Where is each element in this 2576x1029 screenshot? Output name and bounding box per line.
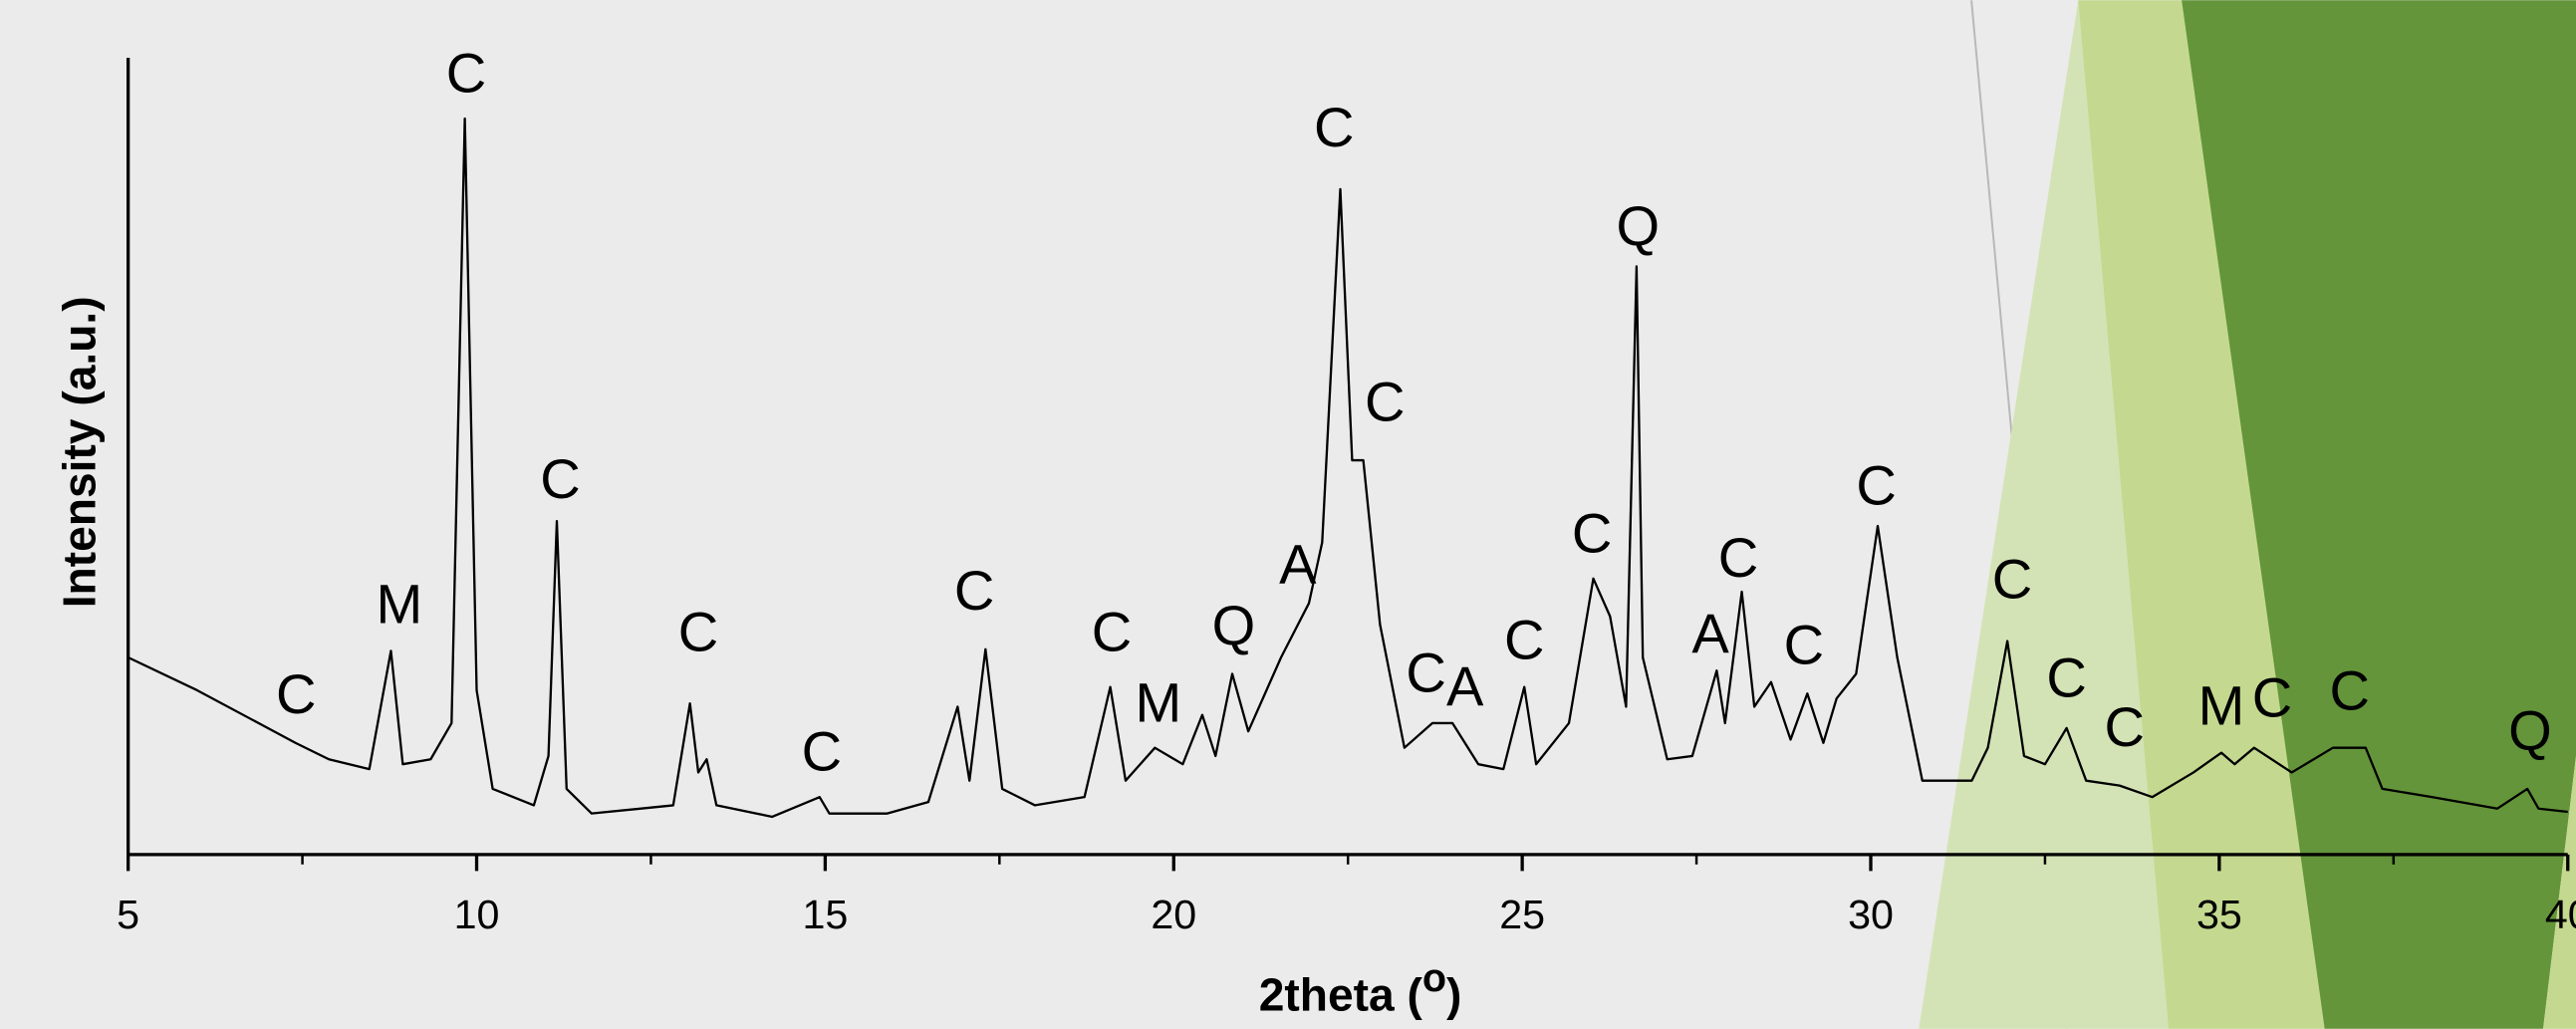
peak-label: M — [376, 572, 422, 635]
decor-shape — [2543, 755, 2576, 1029]
peak-label: C — [1572, 501, 1613, 564]
peak-label: A — [1691, 602, 1729, 664]
y-axis-title: Intensity (a.u.) — [54, 296, 106, 608]
plot-area: 510152025303540CMCCCCCCMQACCCACCQACCCCCC… — [117, 42, 2576, 937]
peak-label: C — [678, 600, 719, 662]
x-tick-label: 20 — [1151, 892, 1196, 937]
peak-label: M — [1136, 670, 1182, 733]
peak-label: A — [1279, 533, 1317, 596]
decor-shape — [2078, 0, 2325, 1029]
decor-shape — [1919, 0, 2169, 1029]
peak-label: C — [1365, 370, 1406, 432]
x-tick-label: 30 — [1848, 892, 1894, 937]
peak-label: C — [1784, 614, 1825, 676]
peak-label: C — [2252, 665, 2293, 728]
peak-label: C — [540, 447, 581, 510]
peak-label: C — [954, 559, 995, 622]
peak-label: A — [1446, 654, 1484, 717]
peak-label: C — [802, 720, 843, 783]
peak-label: C — [2046, 646, 2087, 709]
x-tick-label: 10 — [454, 892, 500, 937]
peak-label: C — [1992, 548, 2033, 611]
x-tick-label: 15 — [802, 892, 848, 937]
peak-label: Q — [1616, 194, 1660, 257]
x-axis-title: 2theta (o) — [1259, 956, 1462, 1021]
x-axis-title-end: ) — [1446, 969, 1461, 1021]
x-tick-label: 5 — [117, 892, 139, 937]
peak-label: C — [2329, 659, 2370, 722]
xrd-trace — [128, 117, 2568, 819]
peak-label: Q — [1212, 594, 1256, 656]
peak-label: C — [1314, 96, 1355, 158]
peak-label: C — [1504, 609, 1544, 671]
peak-label: C — [1718, 526, 1759, 589]
peak-label: C — [1856, 454, 1897, 517]
x-axis-title-sup: o — [1422, 956, 1446, 1000]
decor-shape — [2182, 0, 2576, 1029]
x-tick-label: 40 — [2545, 892, 2576, 937]
peak-label: C — [2104, 695, 2145, 758]
peak-label: C — [276, 662, 317, 725]
peak-label: C — [1406, 642, 1445, 704]
peak-label: C — [446, 42, 487, 105]
peak-label: M — [2198, 674, 2245, 737]
x-tick-label: 25 — [1499, 892, 1545, 937]
x-tick-label: 35 — [2196, 892, 2242, 937]
peak-label: Q — [2508, 698, 2552, 761]
x-axis-title-text: 2theta ( — [1259, 969, 1423, 1021]
peak-label: C — [1092, 600, 1133, 662]
